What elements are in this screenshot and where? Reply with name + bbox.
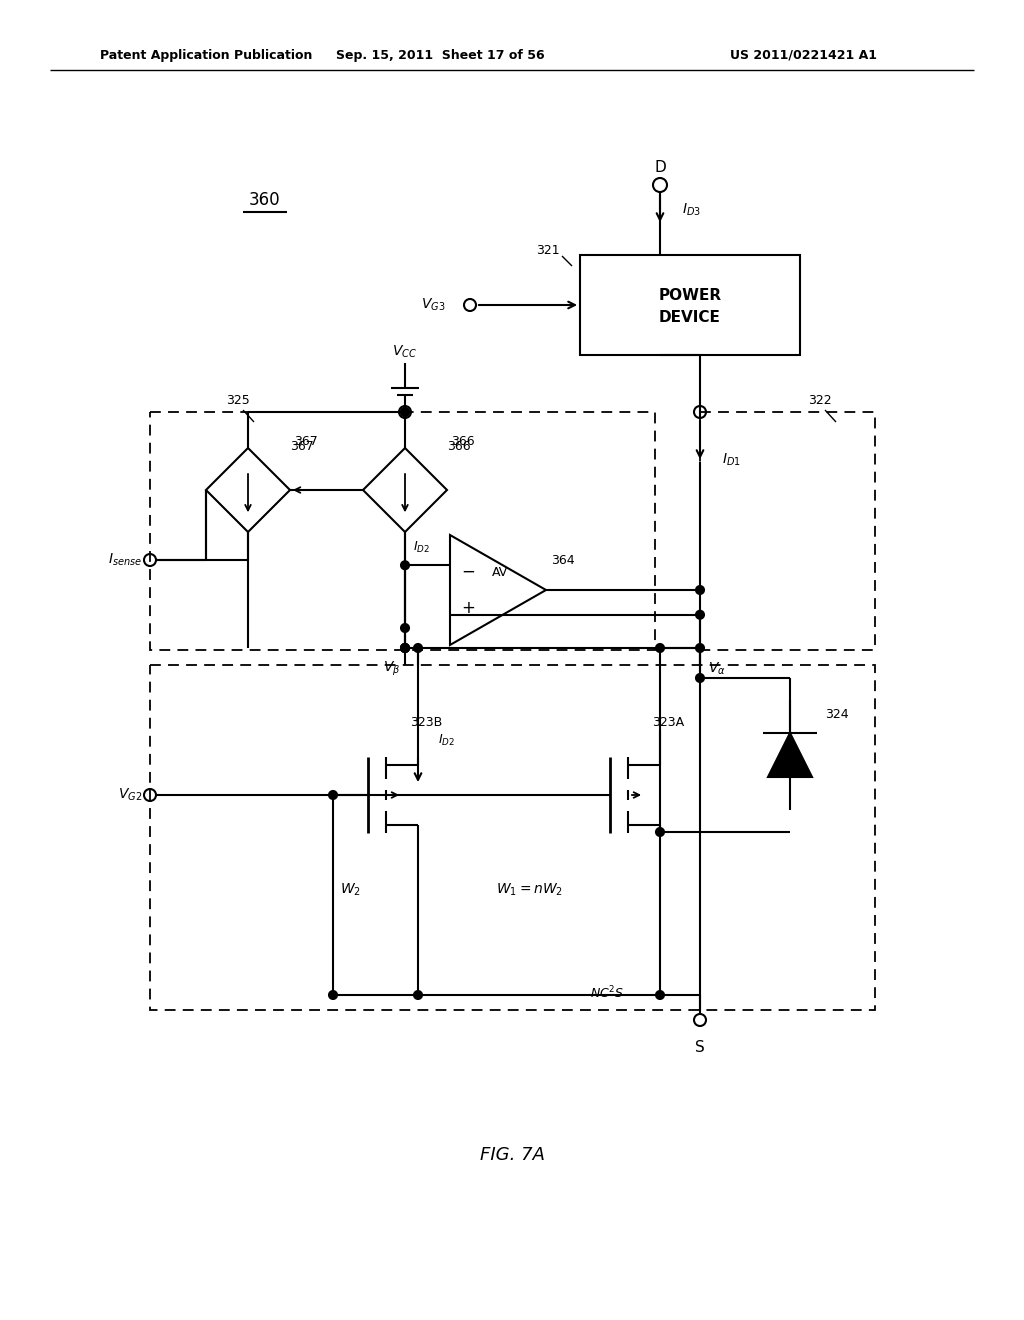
Text: $V_{\alpha}$: $V_{\alpha}$: [708, 661, 726, 677]
Circle shape: [401, 561, 409, 569]
Text: POWER: POWER: [658, 288, 722, 302]
Circle shape: [401, 644, 409, 652]
Circle shape: [696, 586, 705, 594]
Text: $I_{D2}$: $I_{D2}$: [438, 733, 455, 747]
Text: S: S: [695, 1040, 705, 1056]
Circle shape: [401, 408, 409, 416]
Text: 367: 367: [294, 436, 317, 447]
Circle shape: [401, 624, 409, 632]
Circle shape: [656, 828, 664, 836]
Text: −: −: [461, 564, 475, 581]
Circle shape: [656, 644, 664, 652]
Circle shape: [696, 611, 705, 619]
Text: 323B: 323B: [410, 717, 442, 730]
Circle shape: [656, 991, 664, 999]
Text: FIG. 7A: FIG. 7A: [479, 1146, 545, 1164]
Text: $V_{\beta}$: $V_{\beta}$: [383, 660, 400, 678]
Text: 321: 321: [537, 243, 560, 256]
Circle shape: [401, 644, 409, 652]
Text: 360: 360: [249, 191, 281, 209]
Bar: [700, 412, 874, 649]
Text: 366: 366: [447, 440, 471, 453]
Circle shape: [401, 408, 409, 416]
Circle shape: [696, 644, 705, 652]
Circle shape: [696, 675, 705, 682]
Text: Patent Application Publication: Patent Application Publication: [100, 49, 312, 62]
Circle shape: [329, 991, 337, 999]
Text: +: +: [461, 599, 475, 616]
Polygon shape: [362, 447, 447, 532]
Text: $I_{D1}$: $I_{D1}$: [722, 451, 740, 469]
Text: 325: 325: [226, 393, 250, 407]
Circle shape: [401, 644, 409, 652]
Text: AV: AV: [492, 565, 508, 578]
Text: 364: 364: [551, 553, 574, 566]
Text: $NC^2S$: $NC^2S$: [590, 985, 625, 1002]
Bar: [150, 412, 655, 649]
Text: $I_{D2}$: $I_{D2}$: [413, 540, 430, 554]
Circle shape: [414, 644, 422, 652]
Text: US 2011/0221421 A1: US 2011/0221421 A1: [730, 49, 877, 62]
Bar: [580, 255, 800, 355]
Bar: [150, 665, 874, 1010]
Text: 324: 324: [825, 709, 849, 722]
Text: $V_{G2}$: $V_{G2}$: [118, 787, 142, 803]
Text: 367: 367: [290, 440, 313, 453]
Text: DEVICE: DEVICE: [659, 309, 721, 325]
Text: $V_{G3}$: $V_{G3}$: [421, 297, 445, 313]
Text: 323A: 323A: [652, 717, 684, 730]
Text: $W_2$: $W_2$: [340, 882, 360, 898]
Circle shape: [329, 791, 337, 799]
Polygon shape: [768, 733, 812, 777]
Text: $V_{CC}$: $V_{CC}$: [392, 343, 418, 360]
Text: 322: 322: [808, 393, 831, 407]
Circle shape: [414, 991, 422, 999]
Text: Sep. 15, 2011  Sheet 17 of 56: Sep. 15, 2011 Sheet 17 of 56: [336, 49, 545, 62]
Text: $W_1 = nW_2$: $W_1 = nW_2$: [497, 882, 563, 898]
Text: $I_{D3}$: $I_{D3}$: [682, 202, 701, 218]
Text: $I_{sense}$: $I_{sense}$: [109, 552, 142, 568]
Text: D: D: [654, 161, 666, 176]
Polygon shape: [206, 447, 290, 532]
Polygon shape: [450, 535, 546, 645]
Text: 366: 366: [451, 436, 475, 447]
